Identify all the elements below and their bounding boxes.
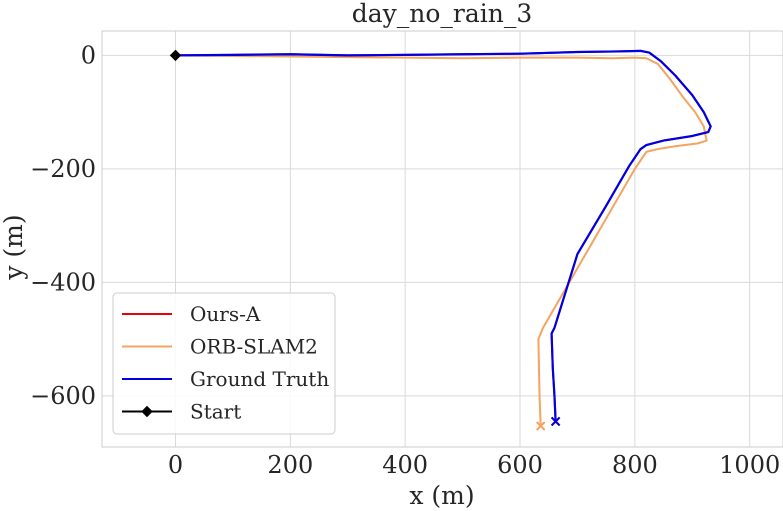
x-tick-label: 800 bbox=[612, 451, 658, 479]
y-tick-label: −400 bbox=[30, 268, 96, 296]
legend-label: Start bbox=[190, 400, 241, 424]
legend-entry-start: Start bbox=[122, 400, 241, 424]
start-marker bbox=[169, 49, 182, 62]
legend-entry-ground-truth: Ground Truth bbox=[122, 367, 329, 391]
x-tick-label: 400 bbox=[382, 451, 428, 479]
y-tick-label: −200 bbox=[30, 155, 96, 183]
legend-diamond-marker bbox=[141, 405, 153, 418]
x-tick-label: 200 bbox=[267, 451, 313, 479]
y-tick-label: −600 bbox=[30, 382, 96, 410]
legend-label: Ground Truth bbox=[190, 367, 329, 391]
end-marker-ground-truth bbox=[550, 416, 561, 427]
legend-label: Ours-A bbox=[190, 302, 261, 326]
y-tick-label: 0 bbox=[81, 41, 96, 69]
x-axis-title: x (m) bbox=[409, 481, 474, 510]
x-tick-label: 0 bbox=[168, 451, 183, 479]
series-line-ground-truth bbox=[175, 49, 712, 422]
series-layer bbox=[169, 49, 712, 431]
y-axis-title: y (m) bbox=[0, 214, 28, 280]
legend-box bbox=[112, 292, 336, 435]
legend-entry-ours-a: Ours-A bbox=[122, 302, 261, 326]
end-marker-orb-slam2 bbox=[535, 421, 546, 431]
plot-frame bbox=[101, 30, 783, 448]
x-tick-label: 600 bbox=[497, 451, 543, 479]
chart-title: day_no_rain_3 bbox=[352, 0, 533, 28]
x-tick-label: 1000 bbox=[719, 451, 780, 479]
series-line-orb-slam2 bbox=[175, 54, 708, 427]
tick-labels: 0 200 400 600 800 1000 0 −200 −400 −600 bbox=[30, 41, 780, 479]
legend-label: ORB-SLAM2 bbox=[190, 335, 318, 359]
legend-entry-orb-slam2: ORB-SLAM2 bbox=[122, 335, 318, 359]
legend: Ours-A ORB-SLAM2 Ground Truth Start bbox=[112, 292, 336, 435]
